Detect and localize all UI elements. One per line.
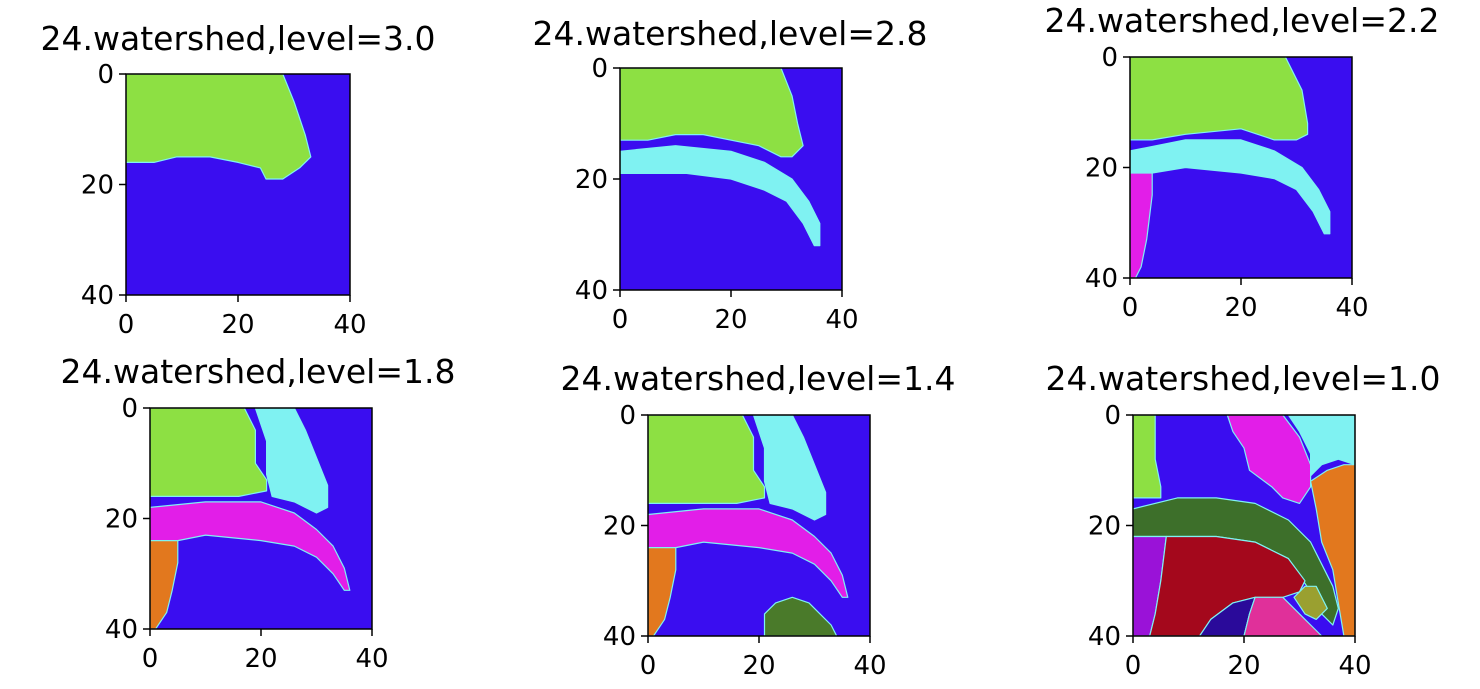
panel-title: 24.watershed,level=2.2 xyxy=(1045,1,1440,40)
region-5 xyxy=(763,596,838,636)
region-2 xyxy=(1226,415,1312,504)
y-tick-label: 40 xyxy=(575,276,608,306)
panel-title: 24.watershed,level=1.8 xyxy=(61,352,456,391)
y-tick-label: 40 xyxy=(1088,622,1121,652)
y-tick-label: 0 xyxy=(97,60,114,90)
region-1 xyxy=(150,408,268,497)
y-tick-label: 0 xyxy=(619,401,636,431)
x-tick-label: 20 xyxy=(742,651,775,681)
segmentation-image xyxy=(150,408,372,629)
region-1 xyxy=(1133,415,1162,499)
region-4 xyxy=(150,539,179,629)
segmentation-image xyxy=(648,415,870,636)
segmentation-image xyxy=(126,74,350,295)
y-tick-label: 20 xyxy=(603,512,636,542)
panel-title: 24.watershed,level=3.0 xyxy=(41,19,436,58)
segmentation-image xyxy=(1130,57,1352,278)
y-tick-label: 0 xyxy=(591,54,608,84)
region-3 xyxy=(150,501,351,591)
region-4 xyxy=(1309,464,1355,636)
x-tick-label: 20 xyxy=(714,305,747,335)
region-10 xyxy=(1293,585,1328,621)
panel-title: 24.watershed,level=1.0 xyxy=(1046,359,1441,398)
region-1 xyxy=(126,74,312,180)
x-tick-label: 40 xyxy=(853,651,886,681)
x-tick-label: 0 xyxy=(640,651,657,681)
region-9 xyxy=(1243,596,1323,636)
x-tick-label: 40 xyxy=(333,310,366,340)
y-tick-label: 20 xyxy=(1085,154,1118,184)
x-tick-label: 0 xyxy=(1125,651,1142,681)
x-tick-label: 20 xyxy=(244,644,277,674)
y-tick-label: 40 xyxy=(603,622,636,652)
region-3 xyxy=(648,508,849,598)
x-tick-label: 20 xyxy=(1227,651,1260,681)
x-tick-label: 0 xyxy=(612,305,629,335)
y-tick-label: 40 xyxy=(81,281,114,311)
x-tick-label: 40 xyxy=(1335,293,1368,323)
panel-title: 24.watershed,level=2.8 xyxy=(533,14,928,53)
y-tick-label: 0 xyxy=(1104,401,1121,431)
x-tick-label: 0 xyxy=(142,644,159,674)
region-4 xyxy=(648,546,677,636)
y-tick-label: 20 xyxy=(1088,512,1121,542)
x-tick-label: 20 xyxy=(1224,293,1257,323)
region-2 xyxy=(752,415,827,521)
region-1 xyxy=(620,68,804,158)
y-tick-label: 20 xyxy=(105,505,138,535)
y-tick-label: 40 xyxy=(1085,264,1118,294)
region-2 xyxy=(254,408,329,514)
region-2 xyxy=(1130,139,1331,235)
segmentation-image xyxy=(1133,415,1355,636)
panel-title: 24.watershed,level=1.4 xyxy=(561,359,956,398)
y-tick-label: 20 xyxy=(81,171,114,201)
x-tick-label: 40 xyxy=(825,305,858,335)
y-tick-label: 40 xyxy=(105,615,138,645)
segmentation-image xyxy=(620,68,842,290)
x-tick-label: 0 xyxy=(1122,293,1139,323)
region-3 xyxy=(1130,172,1153,278)
region-3 xyxy=(1287,415,1355,477)
y-tick-label: 0 xyxy=(1101,43,1118,73)
region-1 xyxy=(1130,57,1309,141)
x-tick-label: 40 xyxy=(355,644,388,674)
x-tick-label: 20 xyxy=(221,310,254,340)
x-tick-label: 40 xyxy=(1338,651,1371,681)
y-tick-label: 20 xyxy=(575,165,608,195)
x-tick-label: 0 xyxy=(118,310,135,340)
y-tick-label: 0 xyxy=(121,394,138,424)
region-2 xyxy=(620,145,821,247)
region-1 xyxy=(648,415,766,504)
